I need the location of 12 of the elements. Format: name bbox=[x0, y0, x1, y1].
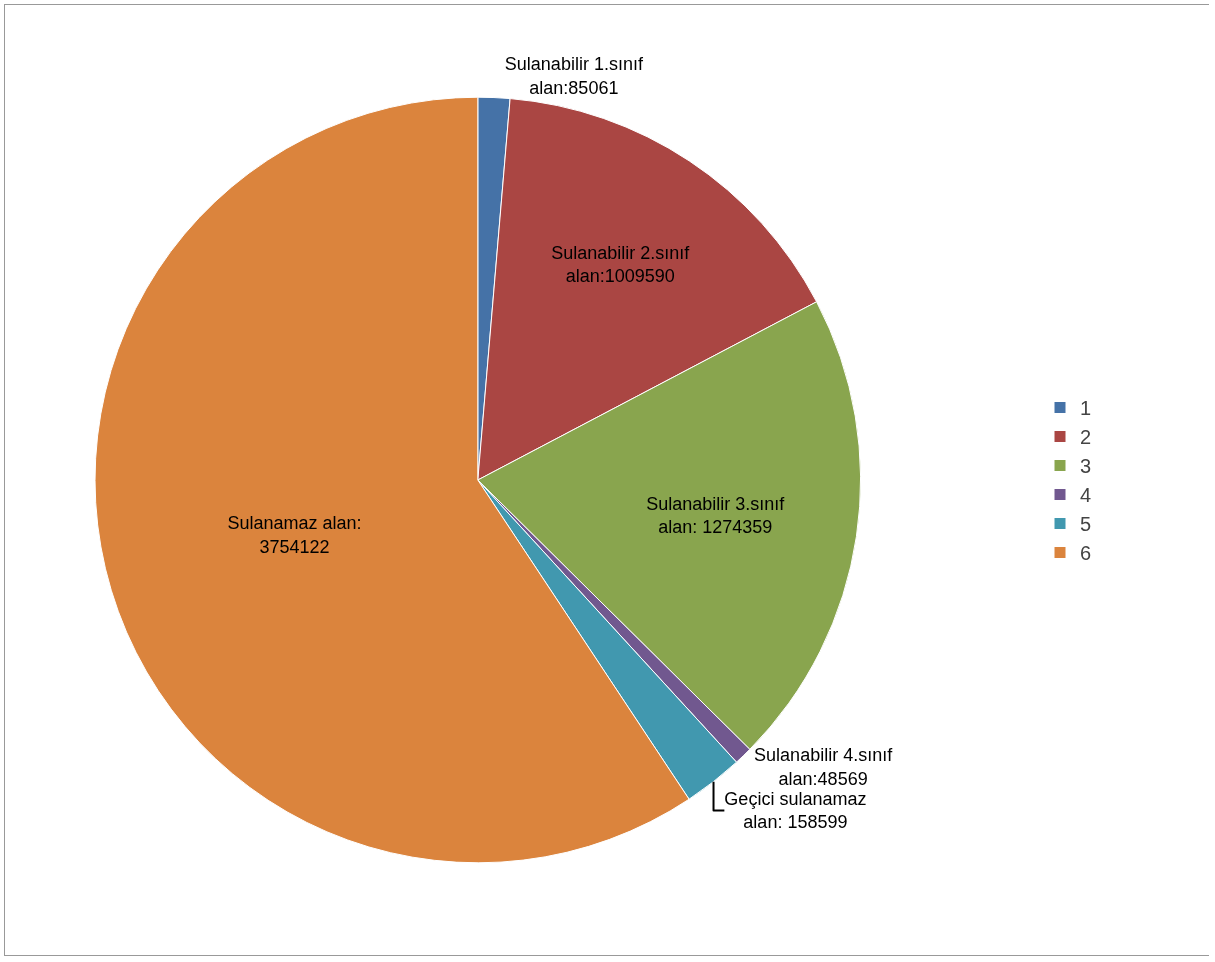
legend-label: 5 bbox=[1080, 513, 1092, 536]
legend-label: 6 bbox=[1080, 542, 1092, 565]
data-label: Geçici sulanamaz alan: 158599 bbox=[724, 788, 867, 833]
data-label: Sulanabilir 1.sınıf alan:85061 bbox=[504, 54, 644, 98]
legend-label: 3 bbox=[1080, 455, 1092, 478]
legend-label: 2 bbox=[1080, 426, 1092, 449]
data-label: Sulanabilir 2.sınıf alan:1009590 bbox=[551, 242, 691, 287]
legend-label: 4 bbox=[1080, 484, 1092, 507]
data-label: Sulanabilir 4.sınıf alan:48569 bbox=[754, 745, 894, 789]
legend-label: 1 bbox=[1080, 397, 1092, 420]
data-label: Sulanabilir 3.sınıf alan: 1274359 bbox=[646, 493, 786, 538]
data-label: Sulanamaz alan: 3754122 bbox=[227, 513, 362, 557]
